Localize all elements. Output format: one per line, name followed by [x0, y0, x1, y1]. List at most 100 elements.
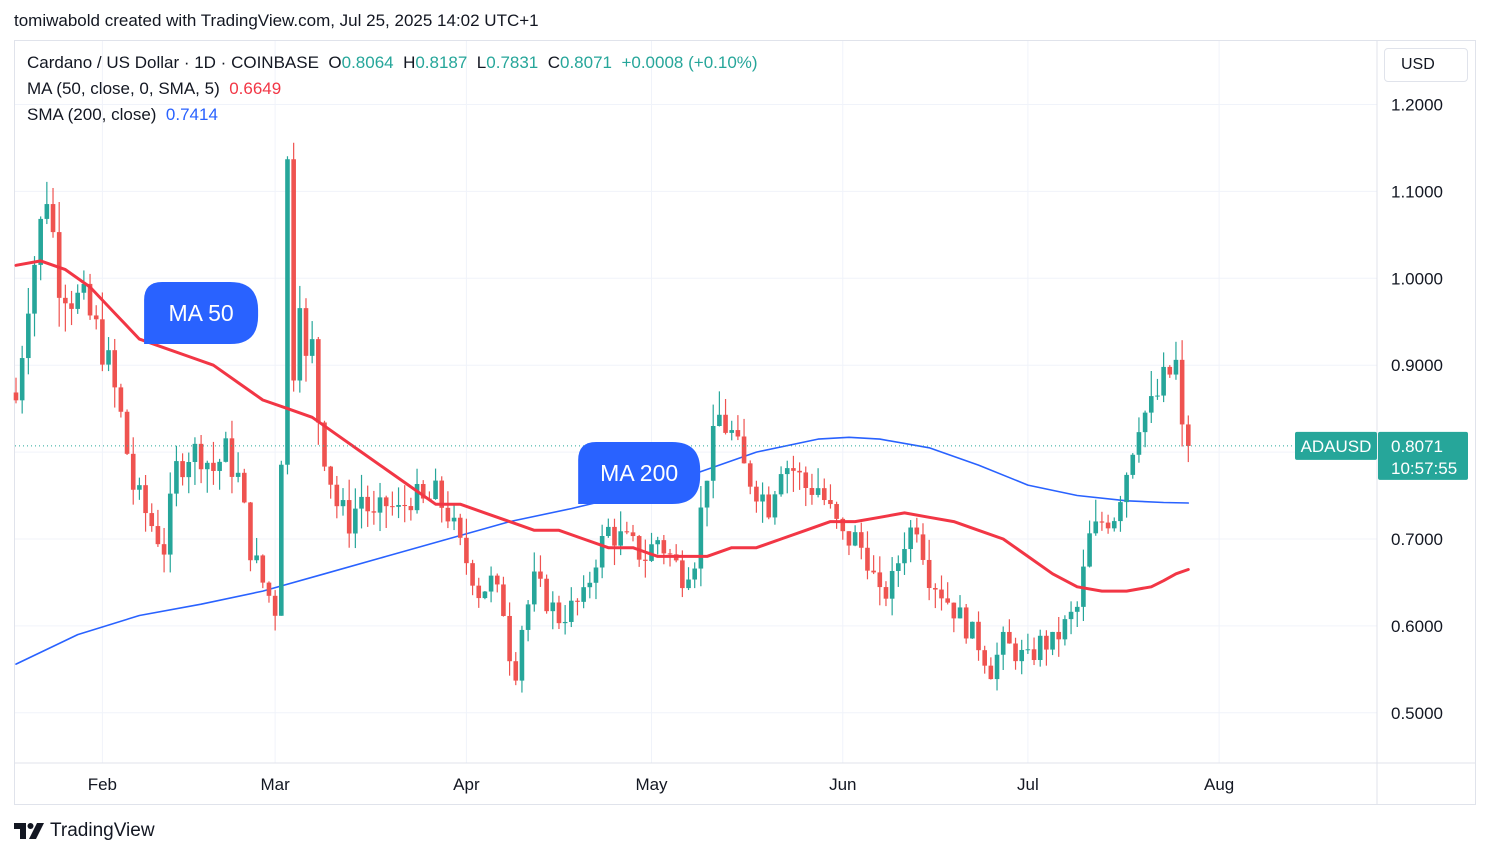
candle-body [1007, 631, 1012, 644]
candle-body [439, 480, 445, 508]
candle-body [137, 485, 142, 490]
y-tick-label: 0.6000 [1391, 617, 1443, 636]
candle-body [643, 559, 648, 561]
candle-body [161, 544, 167, 555]
candle-body [285, 159, 290, 465]
candle-body [544, 578, 549, 612]
candle-body [723, 414, 728, 433]
x-tick-label: Feb [88, 775, 117, 794]
candle-body [636, 536, 642, 560]
legend-ma50-value: 0.6649 [229, 79, 282, 98]
candle-body [994, 654, 1000, 680]
legend-high-value: 0.8187 [415, 53, 468, 72]
candle-body [106, 350, 111, 365]
candle-body [1118, 502, 1123, 522]
candle-body [266, 582, 272, 596]
candle-body [784, 468, 790, 475]
footer-brand[interactable]: TradingView [14, 820, 155, 842]
candle-body [1056, 631, 1062, 640]
legend-sma200[interactable]: SMA (200, close) 0.7414 [27, 105, 218, 125]
candle-body [272, 595, 278, 616]
candle-body [118, 387, 124, 412]
candle-body [316, 339, 321, 423]
legend-close-value: 0.8071 [560, 53, 612, 72]
candle-body [877, 572, 883, 588]
candle-body [198, 443, 204, 470]
candle-body [914, 527, 920, 535]
candle-body [618, 531, 623, 546]
annotation-text: MA 50 [168, 300, 233, 326]
candle-body [396, 504, 401, 507]
candle-body [309, 339, 315, 356]
candle-body [26, 313, 31, 359]
candle-body [81, 283, 87, 293]
candle-body [180, 461, 185, 478]
candle-body [525, 604, 531, 630]
candle-body [32, 264, 37, 314]
chart-caption: tomiwabold created with TradingView.com,… [14, 11, 539, 30]
candle-body [167, 493, 173, 555]
candle-body [93, 315, 99, 320]
candle-body [871, 570, 876, 573]
candle-body [63, 297, 68, 304]
candle-body [556, 602, 562, 624]
candle-body [371, 511, 377, 513]
candle-body [1093, 521, 1099, 534]
tradingview-logo-icon [14, 823, 44, 839]
candle-body [538, 571, 543, 579]
candle-body [470, 563, 475, 586]
x-tick-label: Apr [453, 775, 480, 794]
candle-body [982, 650, 987, 666]
symbol-label-box [1295, 431, 1377, 460]
legend-change: +0.0008 (+0.10%) [621, 53, 758, 72]
legend-ma50[interactable]: MA (50, close, 0, SMA, 5) 0.6649 [27, 79, 281, 99]
candle-body [476, 585, 482, 599]
candle-body [1087, 533, 1092, 567]
candle-body [1044, 635, 1049, 650]
candle-body [69, 303, 74, 309]
candle-body [377, 497, 383, 513]
candle-body [464, 537, 469, 564]
candle-body [649, 544, 654, 561]
annotation-text: MA 200 [600, 460, 678, 486]
candle-body [692, 568, 697, 580]
last-price-box [1378, 431, 1468, 480]
candle-body [1130, 454, 1136, 475]
candle-body [729, 430, 735, 433]
candle-body [1037, 635, 1043, 661]
candle-body [821, 488, 827, 501]
candle-body [328, 466, 333, 485]
candle-body [1068, 611, 1074, 620]
candle-body [581, 587, 586, 602]
candle-body [501, 584, 506, 616]
y-tick-label: 1.0000 [1391, 269, 1443, 288]
candle-body [254, 555, 259, 561]
candle-body [920, 534, 926, 560]
candle-body [334, 484, 340, 507]
candle-body [1124, 474, 1129, 503]
candle-body [896, 563, 901, 571]
currency-button[interactable]: USD [1384, 48, 1468, 82]
candle-body [772, 494, 778, 518]
candle-body [124, 411, 130, 454]
annotation-bubble [578, 441, 701, 504]
y-tick-label: 0.5000 [1391, 704, 1443, 723]
candle-body [248, 502, 253, 561]
candle-body [155, 526, 161, 545]
candle-body [1148, 396, 1154, 413]
candle-body [1031, 649, 1037, 661]
candle-body [192, 443, 198, 463]
candle-body [19, 358, 25, 401]
candle-body [569, 600, 574, 622]
candle-body [235, 472, 241, 477]
legend-ohlc: Cardano / US Dollar · 1D · COINBASE O0.8… [27, 53, 758, 73]
candle-body [908, 527, 913, 550]
candle-body [963, 607, 969, 639]
candle-body [420, 484, 426, 499]
candle-body [143, 485, 148, 514]
candle-body [38, 218, 43, 265]
candle-body [112, 350, 118, 388]
candle-body [457, 517, 463, 538]
candle-body [75, 292, 80, 309]
